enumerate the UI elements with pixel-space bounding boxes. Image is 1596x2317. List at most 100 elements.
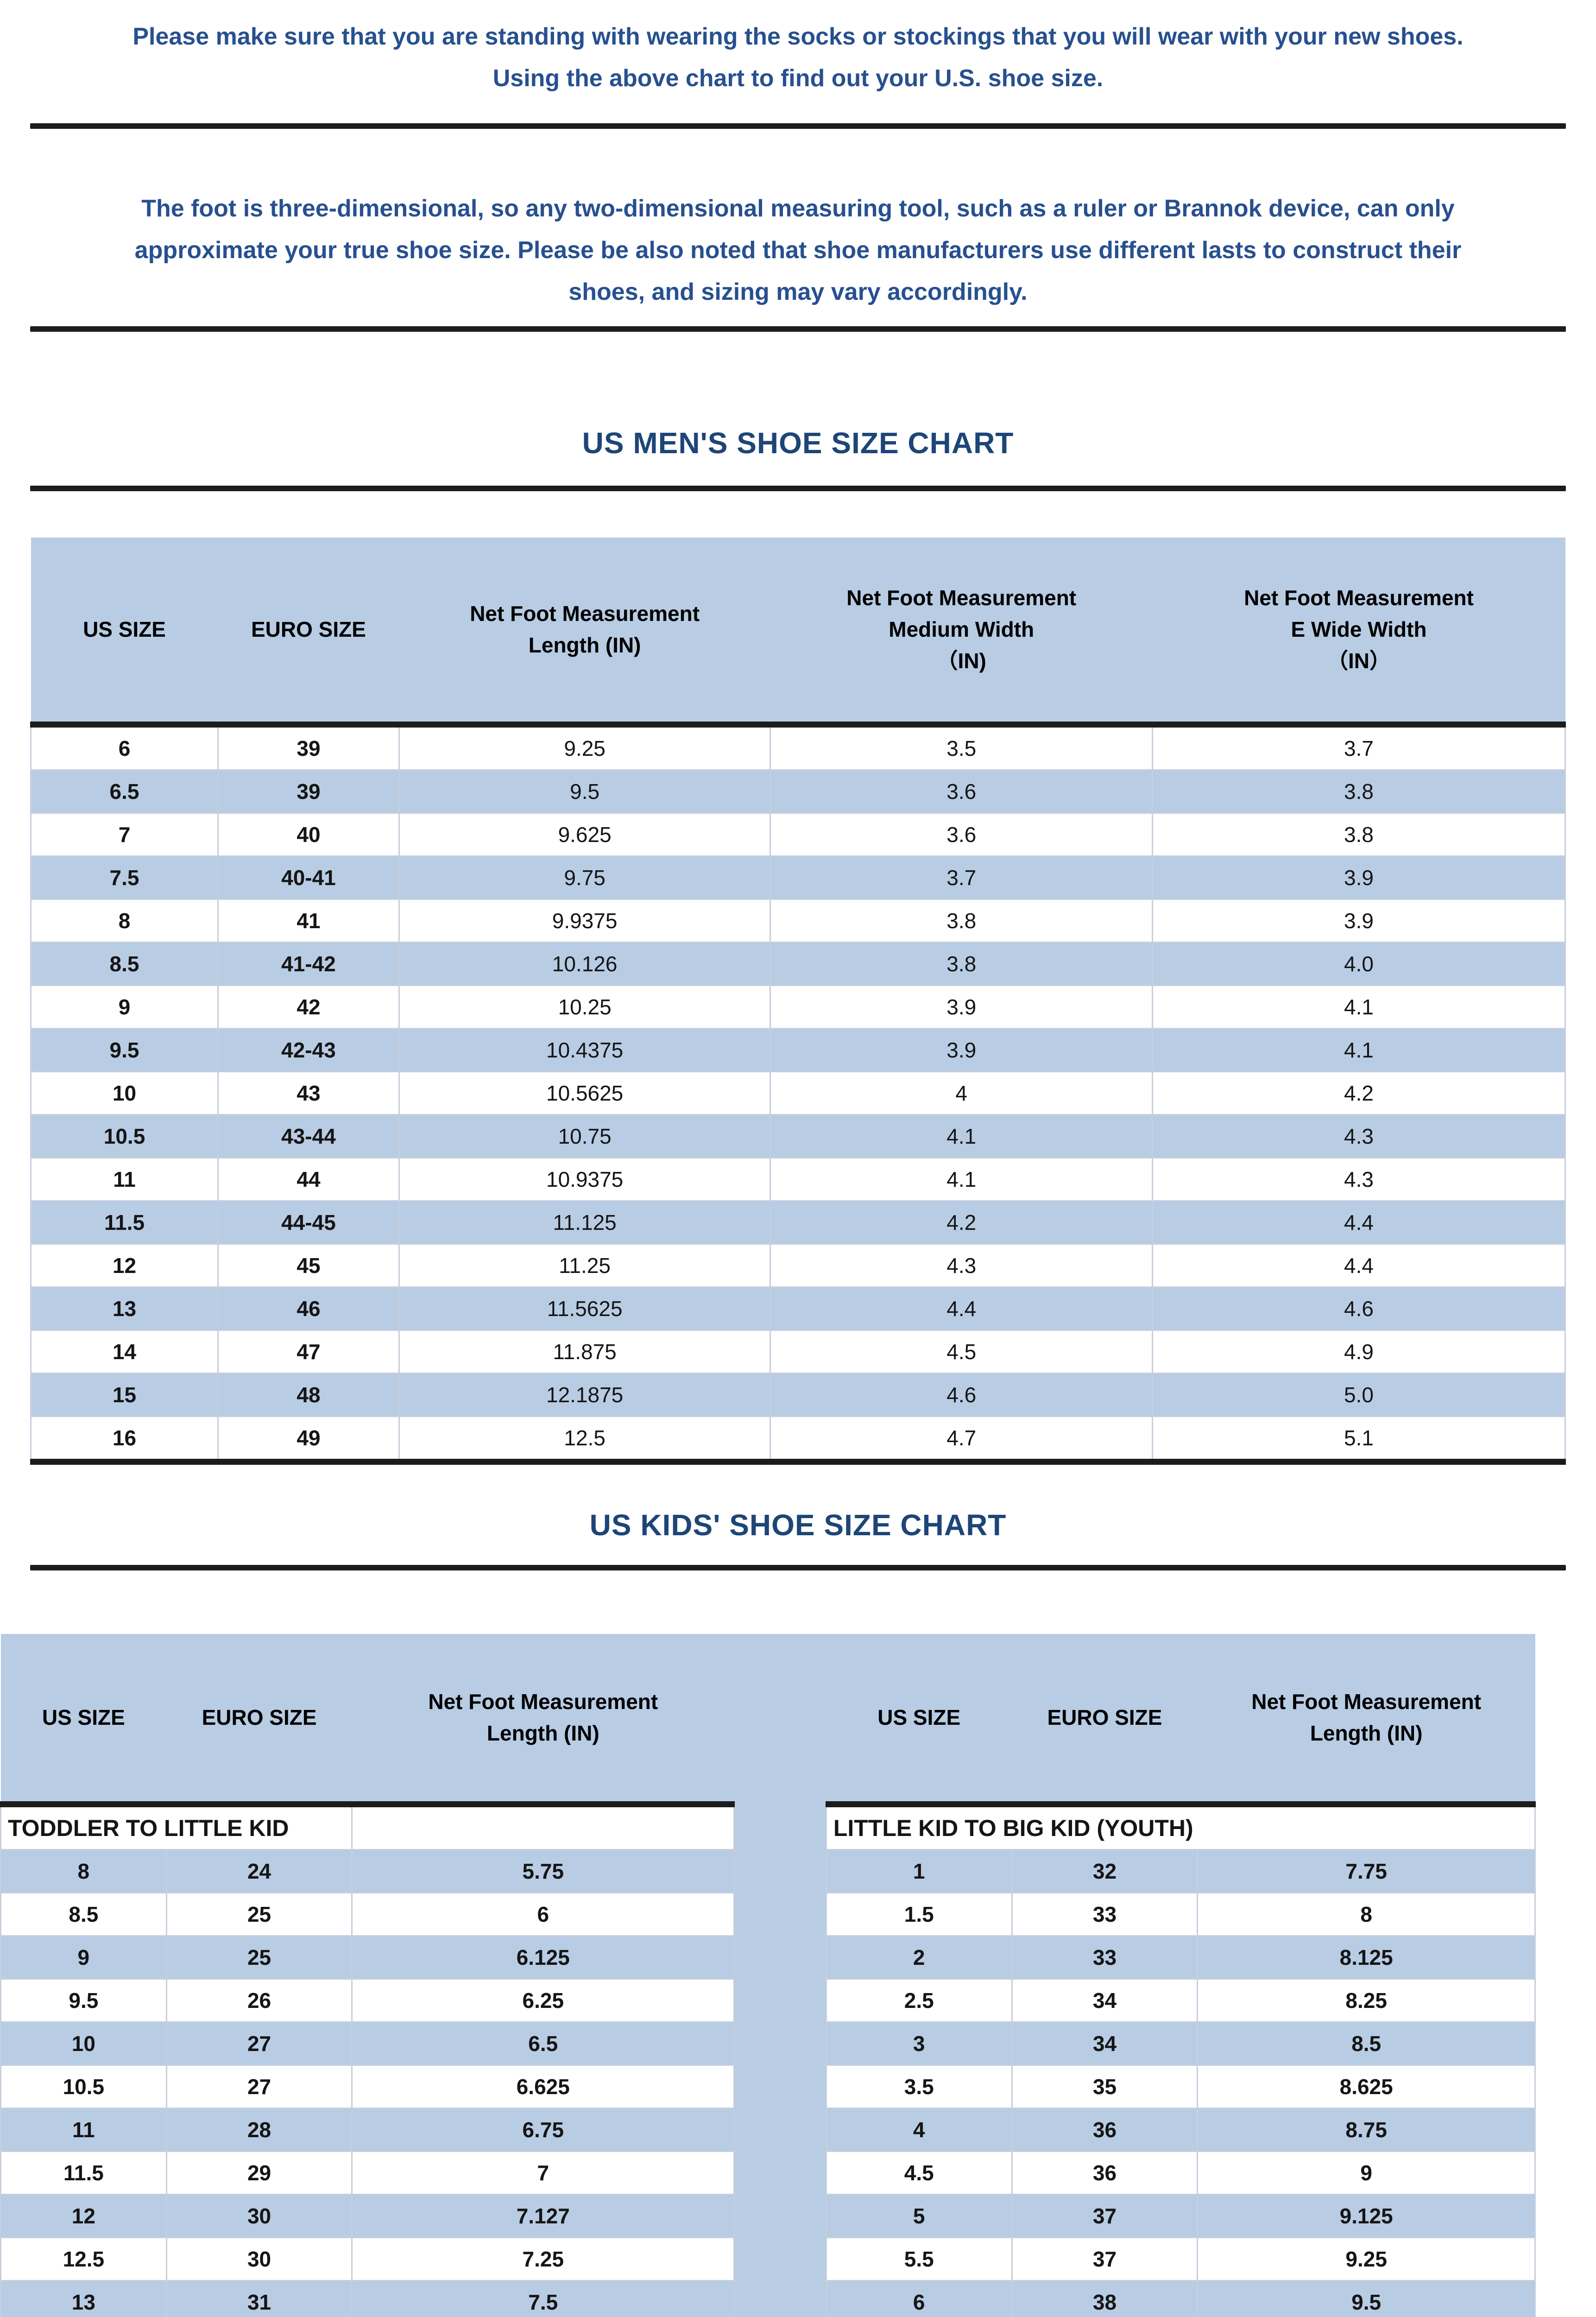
table-cell: 3.7 bbox=[770, 855, 1154, 900]
table-cell: 9.9375 bbox=[398, 898, 771, 943]
table-cell: 12.5 bbox=[398, 1415, 771, 1465]
table-cell: 6.75 bbox=[351, 2108, 735, 2152]
table-row: 7 40 9.625 3.6 3.8 bbox=[30, 812, 1566, 857]
table-cell: 11 bbox=[30, 1157, 219, 1202]
table-cell: 48 bbox=[217, 1372, 400, 1417]
table-cell: 10.25 bbox=[398, 984, 771, 1029]
table-cell: 44 bbox=[217, 1157, 400, 1202]
table-cell: 3.9 bbox=[1152, 898, 1566, 943]
table-cell: 4 bbox=[825, 2108, 1013, 2152]
table-cell: 37 bbox=[1011, 2237, 1199, 2281]
center-divider-cell bbox=[733, 2108, 827, 2152]
section-divider bbox=[30, 123, 1566, 129]
table-cell: 4.0 bbox=[1152, 941, 1566, 986]
table-cell: 33 bbox=[1011, 1892, 1199, 1937]
section-label-row: TODDLER TO LITTLE KID LITTLE KID TO BIG … bbox=[0, 1804, 1536, 1850]
table-cell: 7.75 bbox=[1197, 1849, 1536, 1893]
table-cell: 3 bbox=[825, 2021, 1013, 2066]
table-cell: 31 bbox=[165, 2280, 353, 2317]
table-cell: 14 bbox=[30, 1329, 219, 1374]
table-cell: 12.5 bbox=[0, 2237, 167, 2281]
table-cell: 4.4 bbox=[1152, 1200, 1566, 1245]
table-row: 12 45 11.25 4.3 4.4 bbox=[30, 1243, 1566, 1288]
table-cell: 7 bbox=[351, 2151, 735, 2195]
table-cell: 3.8 bbox=[1152, 812, 1566, 857]
table-cell: 4.6 bbox=[1152, 1286, 1566, 1331]
table-cell: 5.75 bbox=[351, 1849, 735, 1893]
table-row: 14 47 11.875 4.5 4.9 bbox=[30, 1329, 1566, 1374]
column-header-label: E Wide Width bbox=[1291, 617, 1427, 642]
table-cell: 3.6 bbox=[770, 769, 1154, 814]
section-divider bbox=[30, 326, 1566, 332]
table-cell: 36 bbox=[1011, 2108, 1199, 2152]
table-cell: 5 bbox=[825, 2194, 1013, 2238]
table-cell: 9.5 bbox=[0, 1978, 167, 2023]
column-header-label: US SIZE bbox=[42, 1705, 125, 1730]
table-row: 7.5 40-41 9.75 3.7 3.9 bbox=[30, 855, 1566, 900]
intro-note-line: Using the above chart to find out your U… bbox=[492, 65, 1104, 92]
table-cell: 2 bbox=[825, 1935, 1013, 1980]
table-row: 10 27 6.5 3 34 8.5 bbox=[0, 2021, 1536, 2066]
kids-chart-title: US KIDS' SHOE SIZE CHART bbox=[589, 1508, 1007, 1542]
table-cell: 10.75 bbox=[398, 1114, 771, 1158]
table-row: 9.5 42-43 10.4375 3.9 4.1 bbox=[30, 1027, 1566, 1072]
table-cell: 26 bbox=[165, 1978, 353, 2023]
table-cell: 34 bbox=[1011, 1978, 1199, 2023]
column-header-label: Length (IN) bbox=[1310, 1721, 1423, 1746]
table-cell: 4.1 bbox=[1152, 984, 1566, 1029]
table-cell: 10 bbox=[0, 2021, 167, 2066]
column-header-us-size: US SIZE bbox=[0, 1633, 167, 1807]
center-divider-cell bbox=[733, 1804, 827, 1850]
table-cell: 39 bbox=[217, 723, 400, 771]
table-cell: 3.8 bbox=[770, 941, 1154, 986]
measuring-note-line: shoes, and sizing may vary accordingly. bbox=[568, 279, 1028, 305]
table-cell: 41 bbox=[217, 898, 400, 943]
table-cell: 10.5625 bbox=[398, 1070, 771, 1115]
center-divider-cell bbox=[733, 1936, 827, 1979]
table-row: 10 43 10.5625 4 4.2 bbox=[30, 1070, 1566, 1115]
table-cell: 6 bbox=[825, 2280, 1013, 2317]
table-cell: 4.3 bbox=[1152, 1114, 1566, 1158]
table-cell: 8.5 bbox=[30, 941, 219, 986]
table-row: 8.5 25 6 1.5 33 8 bbox=[0, 1892, 1536, 1937]
intro-note: Please make sure that you are standing w… bbox=[60, 0, 1536, 99]
column-header-label: US SIZE bbox=[83, 617, 166, 642]
table-cell: 4.4 bbox=[770, 1286, 1154, 1331]
table-cell: 3.9 bbox=[770, 984, 1154, 1029]
table-cell: 9 bbox=[0, 1935, 167, 1980]
table-cell: 10.5 bbox=[30, 1114, 219, 1158]
table-cell: 6.5 bbox=[351, 2021, 735, 2066]
table-cell: 43 bbox=[217, 1070, 400, 1115]
column-header-medium-width: Net Foot Measurement Medium Width （IN) bbox=[770, 538, 1153, 728]
table-cell: 11 bbox=[0, 2108, 167, 2152]
table-row: 11.5 29 7 4.5 36 9 bbox=[0, 2151, 1536, 2195]
table-row: 8 24 5.75 1 32 7.75 bbox=[0, 1849, 1536, 1893]
table-row: 10.5 27 6.625 3.5 35 8.625 bbox=[0, 2064, 1536, 2109]
mens-chart-title: US MEN'S SHOE SIZE CHART bbox=[582, 426, 1014, 460]
mens-table-header: US SIZE EURO SIZE Net Foot Measurement L… bbox=[31, 538, 1565, 728]
table-cell: 10.126 bbox=[398, 941, 771, 986]
table-cell: 2.5 bbox=[825, 1978, 1013, 2023]
table-cell: 34 bbox=[1011, 2021, 1199, 2066]
table-cell: 8.125 bbox=[1197, 1935, 1536, 1980]
table-cell: 4 bbox=[770, 1070, 1154, 1115]
table-cell: 4.5 bbox=[770, 1329, 1154, 1374]
table-cell: 7.5 bbox=[30, 855, 219, 900]
kids-size-table: US SIZE EURO SIZE Net Foot Measurement L… bbox=[0, 1633, 1536, 2317]
column-header-label: US SIZE bbox=[877, 1705, 961, 1730]
column-header-label: Net Foot Measurement bbox=[1244, 586, 1474, 610]
table-cell: 9.5 bbox=[398, 769, 771, 814]
table-cell: 40 bbox=[217, 812, 400, 857]
section-label-toddler: TODDLER TO LITTLE KID bbox=[0, 1804, 353, 1850]
column-header-label: EURO SIZE bbox=[1047, 1705, 1162, 1730]
table-cell: 6.125 bbox=[351, 1935, 735, 1980]
table-cell: 3.5 bbox=[770, 723, 1154, 771]
table-cell: 41-42 bbox=[217, 941, 400, 986]
table-cell: 30 bbox=[165, 2237, 353, 2281]
center-divider-cell bbox=[733, 2022, 827, 2065]
table-row: 6 39 9.25 3.5 3.7 bbox=[30, 723, 1566, 771]
measuring-note-line: The foot is three-dimensional, so any tw… bbox=[141, 195, 1455, 222]
table-cell bbox=[351, 1804, 735, 1850]
table-cell: 24 bbox=[165, 1849, 353, 1893]
column-header-e-wide-width: Net Foot Measurement E Wide Width （IN） bbox=[1152, 538, 1565, 728]
